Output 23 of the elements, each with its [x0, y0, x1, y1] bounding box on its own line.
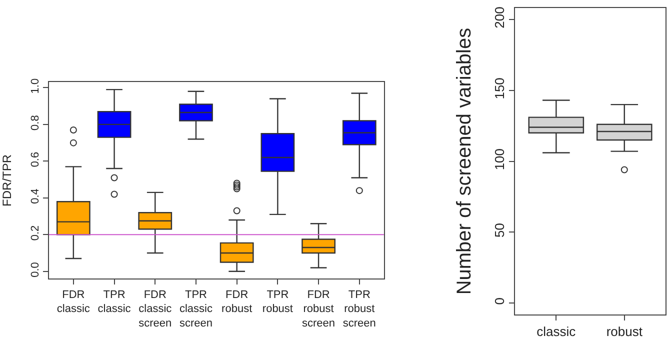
- x-tick-label: TPR classic: [98, 288, 132, 316]
- x-tick-label: FDR classic screen: [138, 288, 172, 330]
- y-tick-label: 0.8: [30, 115, 42, 130]
- x-tick-label: classic: [536, 324, 576, 340]
- y-tick-label: 50: [492, 222, 508, 238]
- y-tick-label: 0.2: [30, 225, 42, 241]
- x-tick-label: FDR robust: [222, 288, 252, 316]
- y-tick-label: 1.0: [30, 78, 42, 94]
- y-tick-label: 0: [492, 298, 508, 305]
- x-tick-label: robust: [606, 324, 643, 340]
- y-axis-title: Number of screened variables: [454, 28, 476, 295]
- x-tick-label: TPR robust screen: [342, 288, 376, 330]
- y-tick-label: 0.0: [30, 262, 42, 278]
- x-tick-label: TPR robust: [262, 288, 293, 316]
- x-tick-label: FDR classic: [56, 288, 90, 316]
- y-tick-label: 0.4: [30, 188, 42, 204]
- x-tick-label: FDR robust screen: [302, 288, 336, 330]
- y-tick-label: 0.6: [30, 152, 42, 168]
- x-tick-label: TPR classic screen: [179, 288, 213, 330]
- y-tick-label: 150: [492, 78, 508, 100]
- y-axis-title: FDR/TPR: [0, 154, 14, 206]
- y-tick-label: 200: [492, 6, 508, 28]
- y-tick-label: 100: [492, 148, 508, 170]
